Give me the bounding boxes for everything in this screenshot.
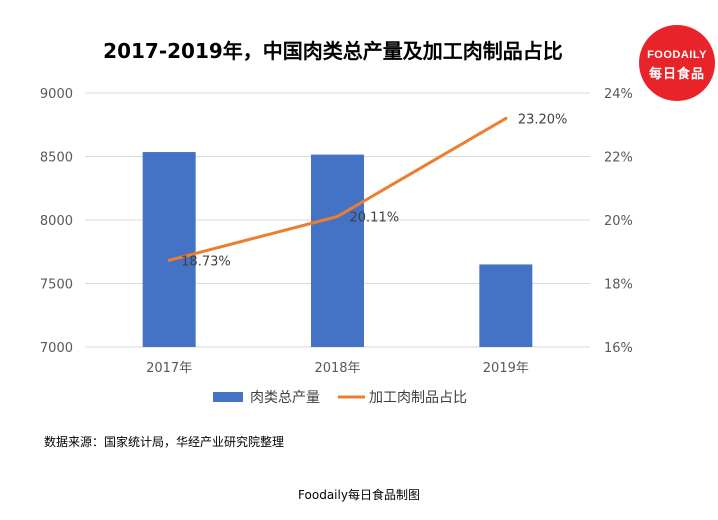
legend: 肉类总产量 加工肉制品占比 <box>213 390 467 406</box>
footer-credit: Foodaily每日食品制图 <box>298 488 420 502</box>
x-axis: 2017年 2018年 2019年 <box>146 361 529 376</box>
line-data-label: 20.11% <box>350 211 400 226</box>
line-series: 18.73% 20.11% 23.20% <box>167 112 568 269</box>
y-right-tick-label: 24% <box>604 87 633 102</box>
y-right-tick-label: 22% <box>604 151 633 166</box>
y-left-tick-label: 7000 <box>40 341 73 356</box>
legend-label-bar: 肉类总产量 <box>250 390 320 406</box>
y-left-tick-label: 7500 <box>40 278 73 293</box>
logo-text-en: FOODAILY <box>647 49 707 61</box>
y-right-tick-label: 18% <box>604 278 633 293</box>
x-tick-label: 2017年 <box>146 361 192 376</box>
y-axis-right: 16% 18% 20% 22% 24% <box>604 87 633 356</box>
x-tick-label: 2019年 <box>483 361 529 376</box>
bar-series <box>142 152 533 347</box>
legend-swatch-bar <box>213 392 243 402</box>
y-left-tick-label: 8500 <box>40 151 73 166</box>
x-tick-label: 2018年 <box>314 361 360 376</box>
y-left-tick-label: 8000 <box>40 214 73 229</box>
y-left-tick-label: 9000 <box>40 87 73 102</box>
line-data-label: 23.20% <box>518 112 568 127</box>
y-right-tick-label: 20% <box>604 214 633 229</box>
data-source-note: 数据来源：国家统计局，华经产业研究院整理 <box>44 435 285 449</box>
bar <box>142 152 196 347</box>
logo-text-cn: 每日食品 <box>648 67 705 82</box>
line-data-label: 18.73% <box>181 254 231 269</box>
y-right-tick-label: 16% <box>604 341 633 356</box>
y-axis-left: 7000 7500 8000 8500 9000 <box>40 87 73 356</box>
foodaily-logo: FOODAILY 每日食品 <box>639 25 715 101</box>
bar <box>311 154 364 347</box>
chart-title: 2017-2019年，中国肉类总产量及加工肉制品占比 <box>103 39 563 63</box>
bar <box>479 264 533 347</box>
line-point <box>336 215 339 219</box>
line-point <box>167 258 171 262</box>
line-point <box>504 116 508 120</box>
legend-label-line: 加工肉制品占比 <box>369 390 467 406</box>
